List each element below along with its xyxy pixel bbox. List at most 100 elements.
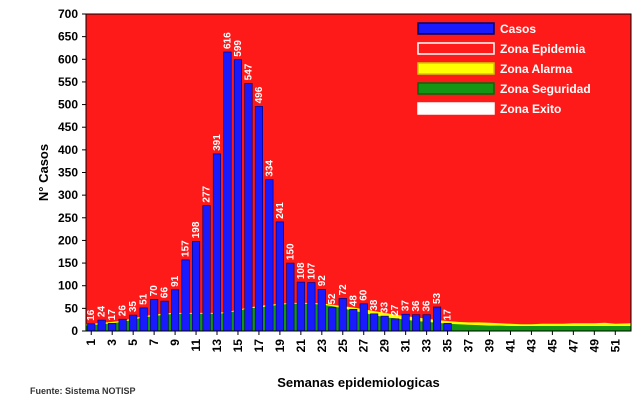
x-tick-label: 23 (315, 339, 329, 353)
data-label: 33 (380, 302, 391, 314)
data-label: 72 (338, 284, 349, 296)
data-label: 616 (223, 32, 234, 49)
legend-label: Zona Epidemia (500, 42, 586, 56)
y-tick-label: 0 (71, 324, 78, 338)
y-tick-label: 450 (58, 120, 78, 134)
source-note: Fuente: Sistema NOTISP (30, 386, 136, 396)
data-label: 36 (411, 300, 422, 312)
y-tick-label: 200 (58, 233, 78, 247)
x-tick-label: 13 (210, 339, 224, 353)
bar-week-31 (401, 313, 410, 332)
x-tick-label: 19 (273, 339, 287, 353)
legend-swatch (417, 82, 495, 95)
data-label: 35 (128, 301, 139, 313)
data-label: 198 (191, 221, 202, 238)
x-tick-label: 45 (545, 339, 559, 353)
bar-week-30 (391, 318, 400, 332)
data-label: 17 (443, 309, 454, 321)
y-tick-label: 500 (58, 98, 78, 112)
x-tick-label: 47 (566, 339, 580, 353)
bar-week-17 (254, 106, 263, 332)
x-tick-label: 21 (294, 339, 308, 353)
data-label: 53 (432, 292, 443, 304)
bar-week-22 (307, 282, 316, 332)
x-tick-label: 51 (608, 339, 622, 353)
bar-week-25 (338, 298, 347, 332)
bar-week-9 (171, 289, 180, 332)
legend-swatch (417, 42, 495, 55)
x-tick-label: 31 (399, 339, 413, 353)
x-tick-label: 25 (336, 339, 350, 353)
bar-week-11 (192, 241, 201, 332)
bar-week-28 (370, 313, 379, 332)
x-tick-label: 41 (504, 339, 518, 353)
y-tick-label: 50 (65, 301, 79, 315)
seguridad-area (86, 303, 631, 331)
y-tick-label: 300 (58, 188, 78, 202)
x-tick-label: 15 (231, 339, 245, 353)
bar-week-33 (422, 314, 431, 332)
y-tick-label: 600 (58, 52, 78, 66)
bar-week-26 (349, 308, 358, 332)
data-label: 70 (149, 285, 160, 297)
data-label: 241 (275, 202, 286, 219)
y-tick-label: 350 (58, 166, 78, 180)
x-tick-label: 43 (524, 339, 538, 353)
data-label: 38 (369, 299, 380, 311)
bar-week-18 (265, 179, 274, 332)
bar-week-13 (212, 153, 221, 332)
data-label: 60 (359, 289, 370, 301)
data-label: 391 (212, 134, 223, 151)
data-label: 36 (422, 300, 433, 312)
y-tick-label: 400 (58, 143, 78, 157)
y-tick-label: 150 (58, 256, 78, 270)
x-tick-label: 1 (84, 339, 98, 346)
bar-week-7 (150, 298, 159, 332)
data-label: 92 (317, 275, 328, 287)
y-tick-label: 100 (58, 279, 78, 293)
bar-week-27 (359, 303, 368, 332)
bar-week-20 (286, 262, 295, 332)
y-tick-label: 250 (58, 211, 78, 225)
bar-week-35 (443, 322, 452, 332)
data-label: 24 (97, 306, 108, 318)
data-label: 150 (285, 243, 296, 260)
bar-week-21 (296, 281, 305, 332)
x-tick-label: 39 (483, 339, 497, 353)
data-label: 496 (254, 86, 265, 103)
bar-week-19 (275, 221, 284, 332)
legend-swatch (417, 102, 495, 115)
data-label: 48 (348, 295, 359, 307)
bar-week-5 (129, 314, 138, 332)
x-tick-label: 27 (357, 339, 371, 353)
legend-label: Zona Seguridad (500, 82, 591, 96)
y-tick-label: 550 (58, 75, 78, 89)
bar-week-4 (118, 318, 127, 332)
bar-week-29 (380, 315, 389, 332)
data-label: 27 (390, 304, 401, 316)
bar-week-6 (139, 307, 148, 332)
data-label: 277 (201, 185, 212, 202)
data-label: 108 (296, 262, 307, 279)
bar-week-34 (432, 306, 442, 332)
x-tick-label: 37 (462, 339, 476, 353)
legend-label: Casos (500, 22, 536, 36)
bar-week-32 (412, 314, 421, 332)
data-label: 51 (139, 293, 150, 305)
bar-week-16 (244, 83, 253, 332)
x-tick-label: 35 (441, 339, 455, 353)
data-label: 26 (118, 305, 129, 317)
data-label: 37 (401, 300, 412, 312)
bar-week-15 (233, 59, 242, 332)
bar-week-3 (108, 322, 117, 332)
bar-week-2 (97, 319, 106, 332)
y-tick-label: 650 (58, 30, 78, 44)
legend-swatch (417, 62, 495, 75)
legend-label: Zona Alarma (500, 62, 573, 76)
x-tick-label: 9 (168, 339, 182, 346)
bar-week-12 (202, 205, 211, 332)
data-label: 52 (327, 293, 338, 305)
data-label: 599 (233, 40, 244, 57)
x-tick-label: 3 (105, 339, 119, 346)
